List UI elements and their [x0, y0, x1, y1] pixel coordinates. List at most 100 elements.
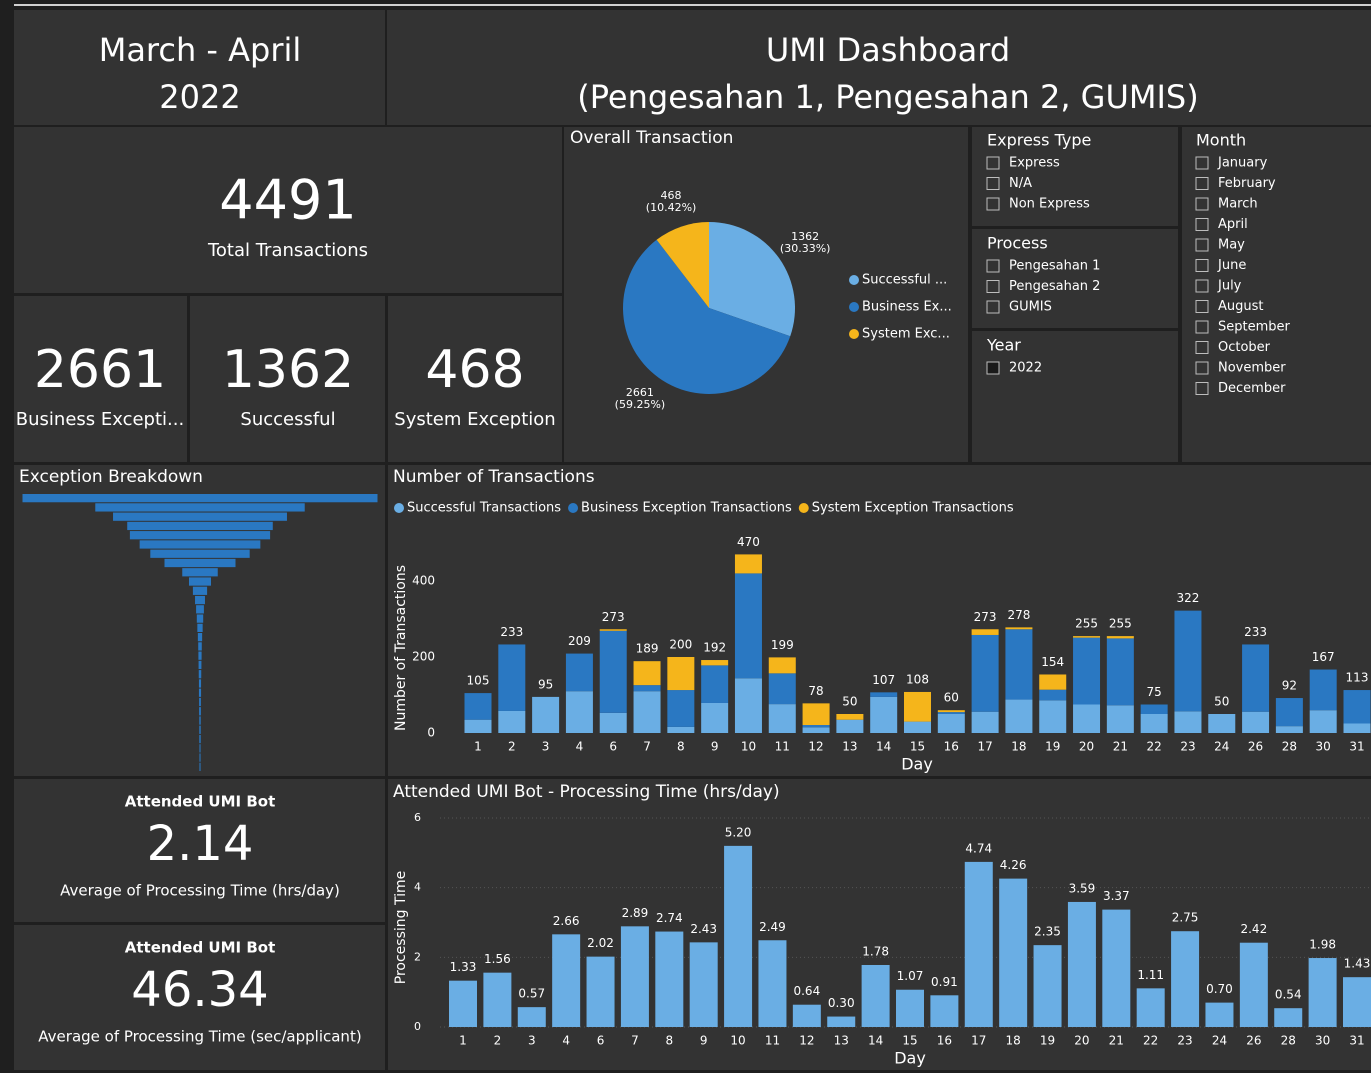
legend-swatch: [849, 275, 859, 285]
bar-segment: [1073, 637, 1101, 705]
y-tick-label: 4: [414, 881, 421, 894]
legend-label: System Exception Transactions: [812, 501, 1014, 516]
funnel-bar: [199, 707, 201, 716]
checkbox[interactable]: [986, 300, 1000, 314]
panel: [972, 331, 1178, 462]
funnel-bar: [139, 540, 261, 549]
slicer-title: Process: [987, 234, 1048, 253]
kpi-value: 4491: [219, 169, 356, 232]
checkbox[interactable]: [1195, 300, 1209, 313]
total-label: 255: [1075, 617, 1098, 631]
bar-segment: [464, 719, 492, 733]
pie-label: 468: [661, 189, 682, 202]
checkbox[interactable]: [1195, 197, 1209, 211]
x-tick-label: 30: [1315, 1034, 1330, 1048]
x-tick-label: 22: [1147, 740, 1162, 754]
bar-segment: [1343, 723, 1371, 733]
checkbox[interactable]: [1195, 177, 1209, 190]
checkbox[interactable]: [986, 177, 1000, 190]
total-label: 233: [500, 625, 523, 639]
panel: [190, 296, 385, 462]
bar-segment: [904, 721, 931, 733]
checkbox[interactable]: [1195, 320, 1209, 334]
total-label: 167: [1312, 650, 1335, 664]
bar-segment: [937, 710, 965, 713]
pie-percent: (10.42%): [646, 201, 697, 214]
kpi-value: 1362: [222, 340, 354, 400]
x-tick-label: 30: [1316, 740, 1331, 754]
total-label: 233: [1244, 625, 1267, 639]
funnel-bar: [198, 651, 202, 660]
bar: [449, 980, 477, 1027]
bar-segment: [971, 634, 999, 712]
checkbox[interactable]: [986, 156, 1000, 170]
funnel-bar: [198, 642, 202, 651]
funnel-bar: [188, 577, 212, 586]
dashboard-title: UMI Dashboard: [766, 31, 1010, 69]
bar: [552, 934, 581, 1027]
funnel-bar: [22, 494, 378, 503]
bar-segment: [565, 691, 593, 733]
checkbox[interactable]: [1195, 382, 1209, 395]
legend-swatch: [798, 503, 809, 513]
legend-label: Successful Transactions: [407, 501, 561, 516]
bar: [861, 964, 890, 1027]
chart-title: Number of Transactions: [393, 467, 595, 487]
kpi-label: System Exception: [394, 409, 555, 430]
value-label: 2.75: [1172, 911, 1199, 925]
x-tick-label: 26: [1246, 1034, 1261, 1048]
kpi-caption: Attended UMI Bot: [125, 939, 276, 957]
bar-segment: [802, 703, 830, 726]
x-tick-label: 9: [700, 1034, 708, 1048]
funnel-bar: [164, 558, 236, 568]
value-label: 1.56: [484, 952, 511, 966]
total-label: 209: [568, 634, 591, 648]
checkbox[interactable]: [1195, 361, 1209, 375]
pie-slice: [622, 239, 791, 395]
panel: [388, 296, 562, 462]
checkbox[interactable]: [986, 361, 1000, 375]
value-label: 1.33: [450, 960, 477, 974]
checkbox[interactable]: [1195, 218, 1209, 231]
x-tick-label: 24: [1212, 1034, 1227, 1048]
bar: [1171, 931, 1200, 1027]
bar-segment: [1140, 714, 1168, 733]
x-tick-label: 31: [1349, 740, 1364, 754]
bar-segment: [971, 711, 999, 733]
total-label: 199: [771, 638, 794, 652]
x-tick-label: 21: [1109, 1034, 1124, 1048]
checkbox[interactable]: [986, 280, 1000, 293]
checkbox[interactable]: [1195, 341, 1209, 354]
x-tick-label: 28: [1282, 740, 1297, 754]
slicer-item: April: [1218, 217, 1248, 232]
funnel-bar: [198, 688, 202, 697]
value-label: 2.89: [622, 906, 649, 920]
checkbox[interactable]: [1195, 156, 1209, 170]
value-label: 0.30: [828, 996, 855, 1010]
bar-segment: [1343, 690, 1371, 724]
bar-segment: [701, 660, 729, 666]
bar-segment: [1039, 689, 1067, 701]
total-label: 200: [669, 638, 692, 652]
bar-segment: [498, 644, 526, 711]
funnel-bar: [199, 716, 201, 725]
checkbox[interactable]: [986, 197, 1000, 211]
x-tick-label: 9: [711, 740, 719, 754]
slicer-item: June: [1217, 258, 1246, 273]
x-tick-label: 19: [1045, 740, 1060, 754]
checkbox[interactable]: [986, 259, 1000, 273]
funnel-bar: [197, 633, 203, 642]
x-axis-label: Day: [894, 1049, 926, 1068]
bar-segment: [1140, 704, 1168, 714]
value-label: 3.59: [1069, 881, 1096, 895]
pie-slice: [656, 222, 709, 308]
checkbox[interactable]: [1195, 279, 1209, 293]
x-tick-label: 8: [677, 740, 685, 754]
checkbox[interactable]: [1195, 259, 1209, 272]
kpi-label: Total Transactions: [207, 240, 368, 261]
bar: [896, 989, 924, 1027]
bar-segment: [768, 657, 796, 674]
x-tick-label: 6: [609, 740, 617, 754]
kpi-caption: Attended UMI Bot: [125, 793, 276, 811]
checkbox[interactable]: [1195, 238, 1209, 252]
